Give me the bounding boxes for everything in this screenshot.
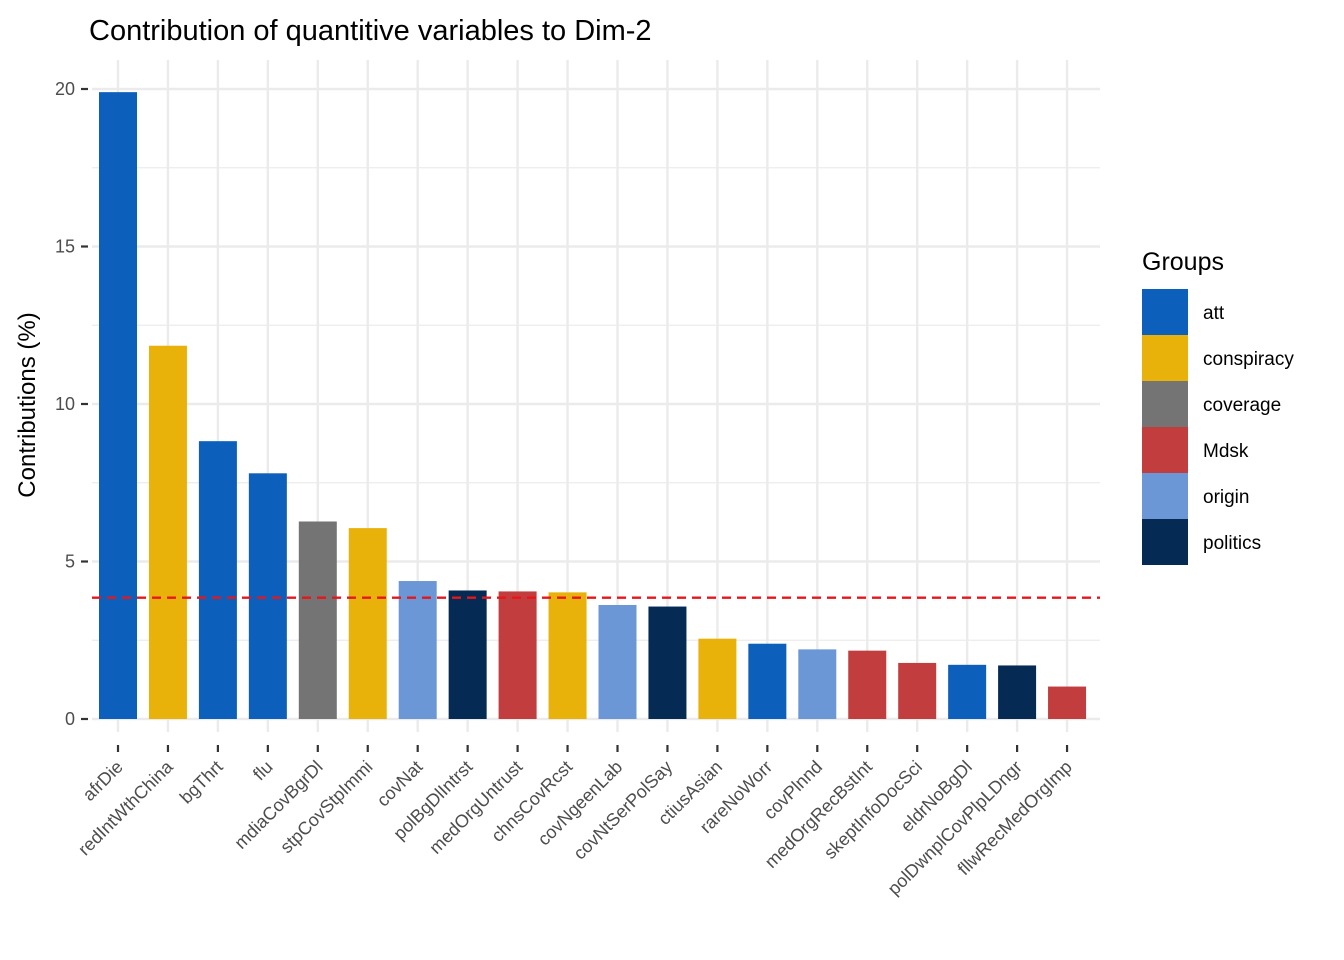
bar-polBgDlIntrst — [448, 590, 487, 719]
x-tick-label: flu — [249, 757, 277, 785]
y-tick-label: 20 — [55, 79, 75, 99]
legend-label-coverage: coverage — [1203, 395, 1281, 416]
y-tick-label: 15 — [55, 237, 75, 257]
bar-bgThrt — [198, 441, 237, 719]
x-tick-label: mdiaCovBgrDl — [230, 757, 326, 853]
x-tick-label: stpCovStpImmi — [276, 757, 376, 857]
legend-label-origin: origin — [1203, 487, 1249, 508]
legend: Groups att conspiracy coverage Mdsk origin po… — [1142, 248, 1294, 565]
legend-swatch-politics — [1142, 519, 1188, 565]
bar-mdiaCovBgrDl — [298, 521, 337, 719]
y-tick-label: 10 — [55, 394, 75, 414]
legend-label-politics: politics — [1203, 533, 1261, 554]
bar-covNgeenLab — [598, 604, 637, 719]
bar-medOrgUntrust — [498, 591, 537, 719]
bar-chnsCovRcst — [548, 592, 587, 719]
legend-swatch-coverage — [1142, 381, 1188, 427]
y-axis: 0 5 10 15 20 — [55, 79, 88, 729]
plot-panel — [92, 60, 1100, 732]
legend-label-att: att — [1203, 303, 1225, 324]
legend-title: Groups — [1142, 248, 1224, 276]
x-tick-label: bgThrt — [176, 757, 227, 808]
bar-covPlnnd — [798, 649, 837, 719]
bar-flu — [248, 473, 287, 719]
x-tick-label: afrDie — [79, 757, 127, 805]
legend-swatch-Mdsk — [1142, 427, 1188, 473]
bar-afrDie — [99, 92, 137, 719]
legend-label-Mdsk: Mdsk — [1203, 441, 1249, 462]
bar-polDwnplCovPlpLDngr — [998, 665, 1037, 719]
bar-covNtSerPolSay — [648, 606, 687, 719]
bar-fllwRecMedOrgImp — [1048, 686, 1087, 719]
bar-redIntWthChina — [148, 345, 187, 719]
y-tick-label: 0 — [65, 709, 75, 729]
bar-stpCovStpImmi — [348, 528, 387, 719]
y-axis-label: Contributions (%) — [14, 312, 41, 497]
bar-eldrNoBgDl — [948, 664, 987, 719]
bar-rareNoWorr — [748, 643, 787, 719]
bar-ctiusAsian — [698, 638, 737, 719]
legend-swatch-att — [1142, 289, 1188, 335]
bar-series — [99, 92, 1087, 719]
legend-swatch-origin — [1142, 473, 1188, 519]
legend-label-conspiracy: conspiracy — [1203, 349, 1294, 370]
bar-skeptInfoDocSci — [898, 662, 937, 719]
legend-swatch-conspiracy — [1142, 335, 1188, 381]
y-tick-label: 5 — [65, 552, 75, 572]
chart-title: Contribution of quantitive variables to … — [89, 15, 652, 47]
bar-medOrgRecBstInt — [848, 650, 887, 719]
bar-covNat — [398, 581, 437, 719]
